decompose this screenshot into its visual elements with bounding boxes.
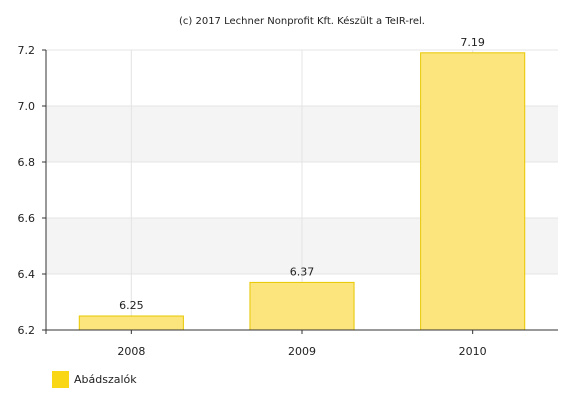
axes [42,50,558,334]
y-tick-label: 6.2 [18,324,36,337]
legend-swatch [52,371,69,388]
legend-label: Abádszalók [74,373,137,386]
data-label-2008: 6.25 [119,299,144,312]
bars [78,52,526,331]
y-tick-label: 7.2 [18,44,36,57]
y-tick-label: 6.4 [18,268,36,281]
data-labels: 6.25 6.37 7.19 [119,36,485,312]
x-axis-ticks: 2008 2009 2010 [117,330,487,358]
chart-credit: (c) 2017 Lechner Nonprofit Kft. Készült … [179,15,425,27]
y-tick-label: 6.6 [18,212,36,225]
legend[interactable]: Abádszalók [52,371,137,388]
data-label-2009: 6.37 [290,265,315,278]
x-tick-label-2010: 2010 [459,345,487,358]
x-tick-label-2009: 2009 [288,345,316,358]
y-tick-label: 6.8 [18,156,36,169]
data-label-2010: 7.19 [460,36,485,49]
x-tick-label-2008: 2008 [117,345,145,358]
bar-2010[interactable] [420,52,526,331]
y-axis-ticks: 6.2 6.4 6.6 6.8 7.0 7.2 [18,44,46,337]
y-tick-label: 7.0 [18,100,36,113]
bar-2009[interactable] [249,281,355,331]
bar-2008[interactable] [78,315,184,331]
